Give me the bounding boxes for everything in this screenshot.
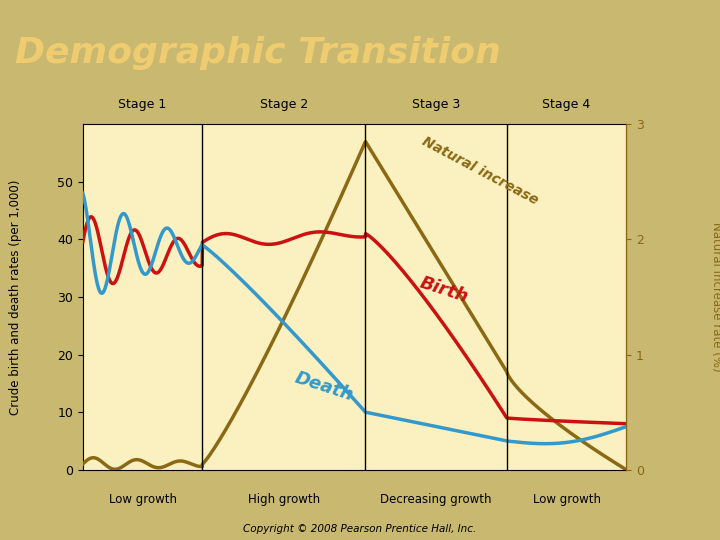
Text: Natural increase: Natural increase xyxy=(420,134,541,208)
Text: Stage 2: Stage 2 xyxy=(260,98,308,111)
Text: Low growth: Low growth xyxy=(109,493,176,506)
Text: High growth: High growth xyxy=(248,493,320,506)
Text: Decreasing growth: Decreasing growth xyxy=(380,493,492,506)
Text: Death: Death xyxy=(292,369,356,404)
Text: Stage 1: Stage 1 xyxy=(119,98,167,111)
Text: Stage 4: Stage 4 xyxy=(542,98,590,111)
Text: Demographic Transition: Demographic Transition xyxy=(15,36,501,70)
Text: Natural increase rate (%): Natural increase rate (%) xyxy=(710,222,720,372)
Text: Crude birth and death rates (per 1,000): Crude birth and death rates (per 1,000) xyxy=(9,179,22,415)
Text: Copyright © 2008 Pearson Prentice Hall, Inc.: Copyright © 2008 Pearson Prentice Hall, … xyxy=(243,523,477,534)
Text: Low growth: Low growth xyxy=(533,493,600,506)
Text: Birth: Birth xyxy=(417,274,470,307)
Text: Stage 3: Stage 3 xyxy=(412,98,460,111)
